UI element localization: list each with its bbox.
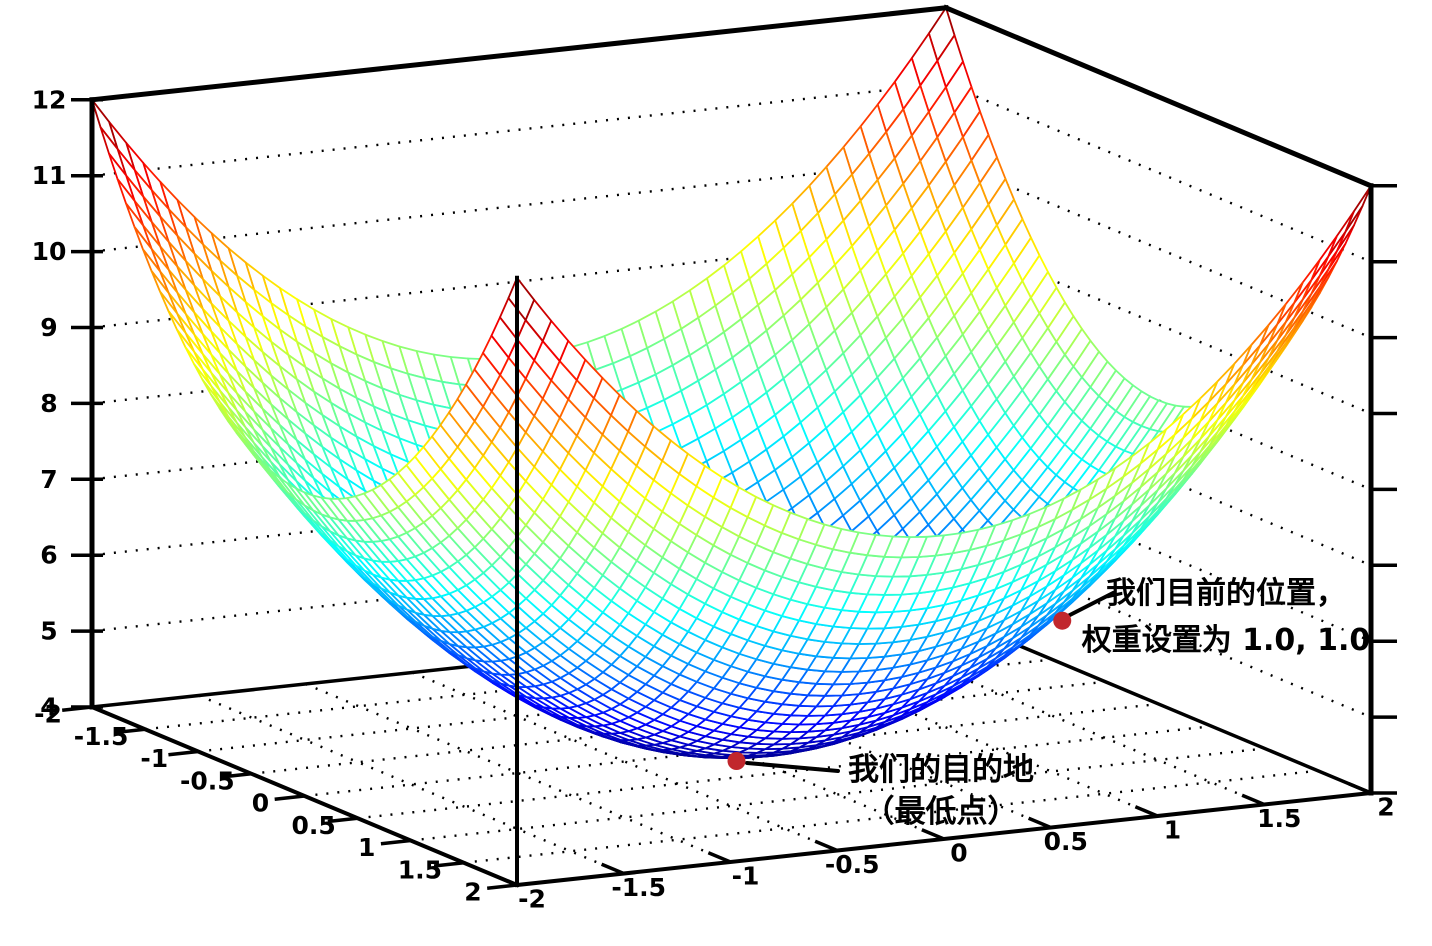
tick-marks <box>61 98 1397 890</box>
y-axis-tick-label: -0.5 <box>180 766 235 795</box>
z-axis-tick-label: 9 <box>40 313 57 342</box>
z-axis-tick-label: 12 <box>32 85 67 114</box>
x-axis-tick-label: -0.5 <box>825 850 880 879</box>
z-axis-tick-label: 11 <box>32 161 67 190</box>
y-axis-tick-label: -1.5 <box>74 722 129 751</box>
z-axis-tick-label: 8 <box>40 389 57 418</box>
marker-destination <box>727 752 746 770</box>
y-axis-tick-label: 0.5 <box>291 811 335 840</box>
z-axis-tick-label: 6 <box>40 541 57 570</box>
y-axis-tick-label: 1.5 <box>398 855 442 884</box>
z-axis-tick-label: 5 <box>40 617 57 646</box>
y-axis-tick-label: -1 <box>140 744 168 773</box>
leader-line-destination <box>745 761 840 773</box>
y-axis-tick-label: 1 <box>358 833 375 862</box>
x-axis-tick-label: -1.5 <box>611 873 666 902</box>
x-axis-tick-label: 1.5 <box>1257 804 1301 833</box>
annotation-current-position-line2: 权重设置为 1.0, 1.0 <box>1081 623 1371 658</box>
y-axis-tick-label: 2 <box>464 878 481 907</box>
x-axis-tick-label: 1 <box>1164 816 1181 845</box>
x-axis-tick-label: 0.5 <box>1044 827 1088 856</box>
z-axis-tick-label: 4 <box>40 693 57 722</box>
markers-and-leaders <box>727 591 1115 773</box>
x-axis-tick-label: -2 <box>518 885 546 914</box>
annotation-destination-line1: 我们的目的地 <box>848 752 1034 788</box>
y-axis-tick-label: 0 <box>252 789 269 818</box>
annotation-current-position: 我们目前的位置， 权重设置为 1.0, 1.0 <box>1082 570 1371 664</box>
z-axis-tick-label: 10 <box>32 237 67 266</box>
x-axis-tick-label: -1 <box>732 862 760 891</box>
y-axis-tick-label: -2 <box>34 700 62 729</box>
x-axis-tick-label: 2 <box>1377 793 1394 822</box>
z-axis-tick-label: 7 <box>40 465 57 494</box>
annotation-destination: 我们的目的地 （最低点） <box>848 749 1034 833</box>
x-axis-tick-label: 0 <box>950 839 967 868</box>
surface-mesh <box>91 6 1372 760</box>
annotation-destination-line2: （最低点） <box>863 794 1019 830</box>
annotation-current-position-line1: 我们目前的位置， <box>1105 576 1346 611</box>
marker-current-position <box>1053 611 1072 630</box>
leader-line-current-position <box>1062 591 1115 620</box>
